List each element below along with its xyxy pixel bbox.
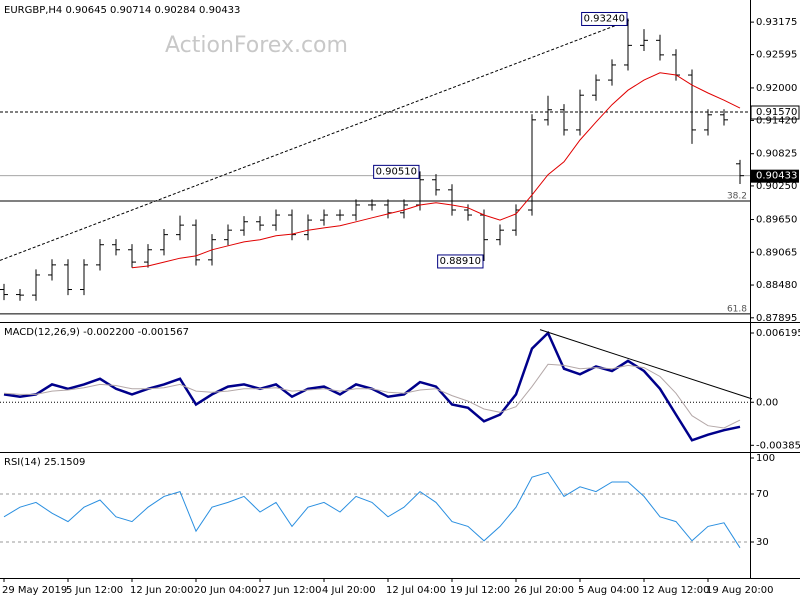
y-tick-label: 0.006195 xyxy=(756,328,800,339)
y-tick-label: 0.91420 xyxy=(756,115,797,126)
current-price-label: 0.90433 xyxy=(756,171,797,182)
fib-label: 38.2 xyxy=(727,192,747,202)
x-tick-label: 4 Jul 20:00 xyxy=(322,585,376,596)
resistance-box xyxy=(750,105,800,120)
y-tick-label: 30 xyxy=(756,537,769,548)
resistance-label: 0.91570 xyxy=(756,107,797,118)
x-tick-label: 12 Aug 12:00 xyxy=(642,585,709,596)
price-annotation: 0.90510 xyxy=(376,166,417,177)
annotation-box xyxy=(437,254,484,269)
price-annotation: 0.88910 xyxy=(440,256,481,267)
y-tick-label: 0.90825 xyxy=(756,149,797,160)
y-tick-label: 0.89065 xyxy=(756,247,797,258)
fib-label: 61.8 xyxy=(727,304,747,314)
y-tick-label: -0.003851 xyxy=(756,440,800,451)
x-tick-label: 19 Jul 12:00 xyxy=(450,585,510,596)
annotation-box xyxy=(581,11,628,26)
x-tick-label: 20 Jun 04:00 xyxy=(194,585,258,596)
y-tick-label: 0.93175 xyxy=(756,17,797,28)
x-tick-label: 27 Jun 12:00 xyxy=(258,585,322,596)
y-tick-label: 100 xyxy=(756,453,775,464)
x-tick-label: 26 Jul 20:00 xyxy=(514,585,574,596)
signal-line xyxy=(3,363,741,429)
x-tick-label: 5 Aug 04:00 xyxy=(578,585,639,596)
y-tick-label: 0.92595 xyxy=(756,50,797,61)
x-tick-label: 19 Aug 20:00 xyxy=(706,585,773,596)
price-annotation: 0.93240 xyxy=(584,13,625,24)
x-tick-label: 12 Jul 04:00 xyxy=(386,585,446,596)
pane-title: EURGBP,H4 0.90645 0.90714 0.90284 0.9043… xyxy=(4,5,240,16)
rsi-line xyxy=(3,471,741,549)
pane-title: RSI(14) 25.1509 xyxy=(4,457,85,468)
y-tick-label: 0.00 xyxy=(756,397,778,408)
y-tick-label: 0.87895 xyxy=(756,313,797,324)
y-tick-label: 0.89650 xyxy=(756,215,797,226)
current-price-box xyxy=(751,169,799,183)
y-tick-label: 70 xyxy=(756,489,769,500)
watermark: ActionForex.com xyxy=(165,33,348,58)
x-tick-label: 5 Jun 12:00 xyxy=(66,585,123,596)
trend-line xyxy=(539,329,753,400)
x-tick-label: 12 Jun 20:00 xyxy=(130,585,194,596)
x-tick-label: 29 May 2019 xyxy=(2,585,67,596)
y-tick-label: 0.88480 xyxy=(756,280,797,291)
moving-average xyxy=(131,72,741,269)
pane-title: MACD(12,26,9) -0.002200 -0.001567 xyxy=(4,327,189,338)
y-tick-label: 0.90250 xyxy=(756,181,797,192)
y-tick-label: 0.92000 xyxy=(756,83,797,94)
trend-line xyxy=(0,19,630,261)
annotation-box xyxy=(373,164,420,179)
